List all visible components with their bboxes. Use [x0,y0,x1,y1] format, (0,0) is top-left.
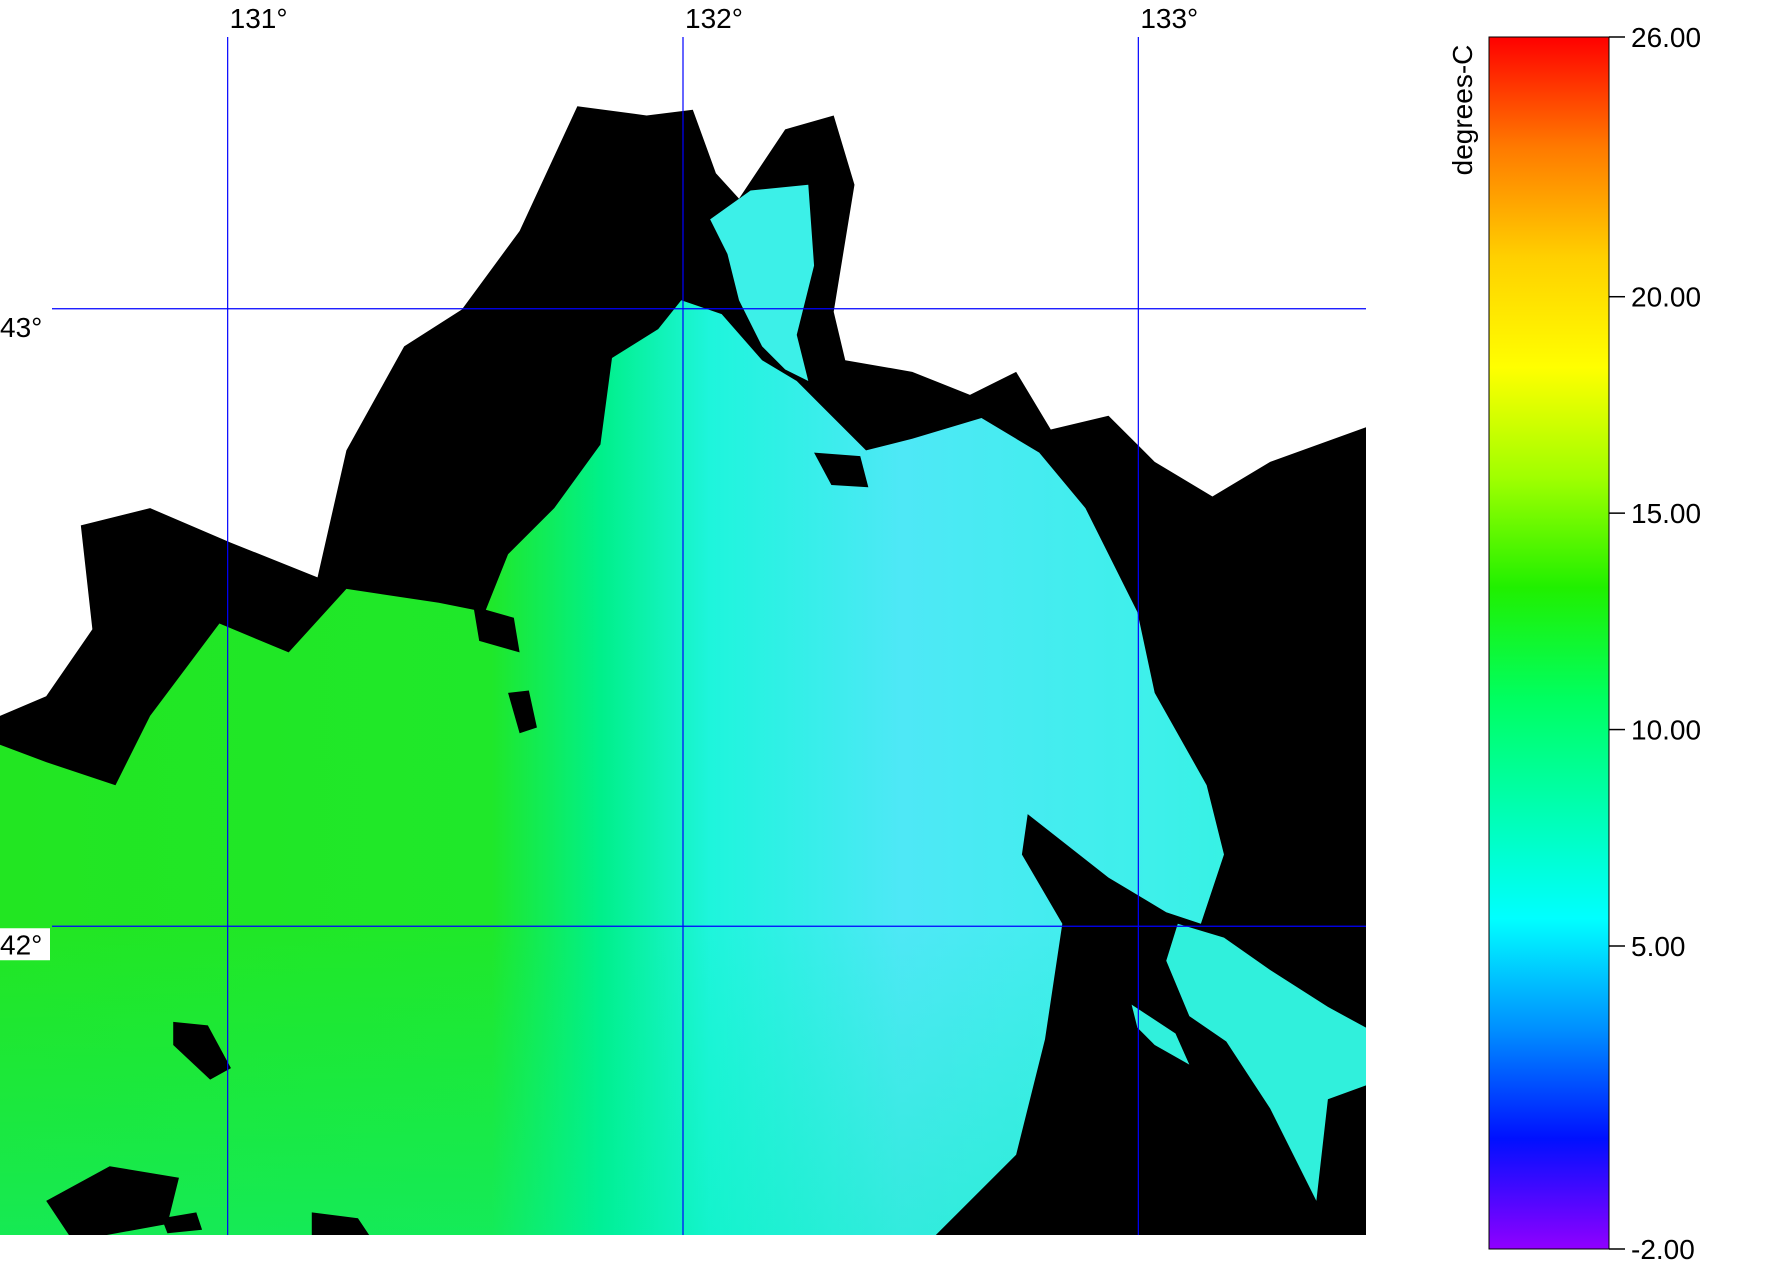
island [508,690,537,734]
colorbar-label: degrees-C [1447,45,1478,176]
inlet-small [1131,1004,1190,1065]
colorbar [1488,36,1610,1250]
no-data-land [0,0,1366,716]
island [161,1212,203,1234]
latitude-label: 43° [0,312,42,343]
colorbar-tick-label: 10.00 [1631,715,1701,746]
colorbar-tick-label: 15.00 [1631,498,1701,529]
latitude-label-bg [0,928,50,961]
bay [710,184,815,382]
latitude-label-bg [0,310,50,343]
island [46,1166,179,1235]
colorbar-tick-label: -2.00 [1631,1234,1695,1265]
longitude-label: 132° [685,3,743,34]
island [311,1212,370,1235]
island [173,1021,231,1080]
latitude-label: 42° [0,929,42,960]
island [814,452,869,488]
longitude-label: 133° [1140,3,1198,34]
island [473,606,520,653]
colorbar-tick-label: 26.00 [1631,22,1701,53]
colorbar-tick-label: 20.00 [1631,282,1701,313]
longitude-label: 131° [230,3,288,34]
inlet [1166,923,1366,1201]
colorbar-tick-label: 5.00 [1631,931,1686,962]
